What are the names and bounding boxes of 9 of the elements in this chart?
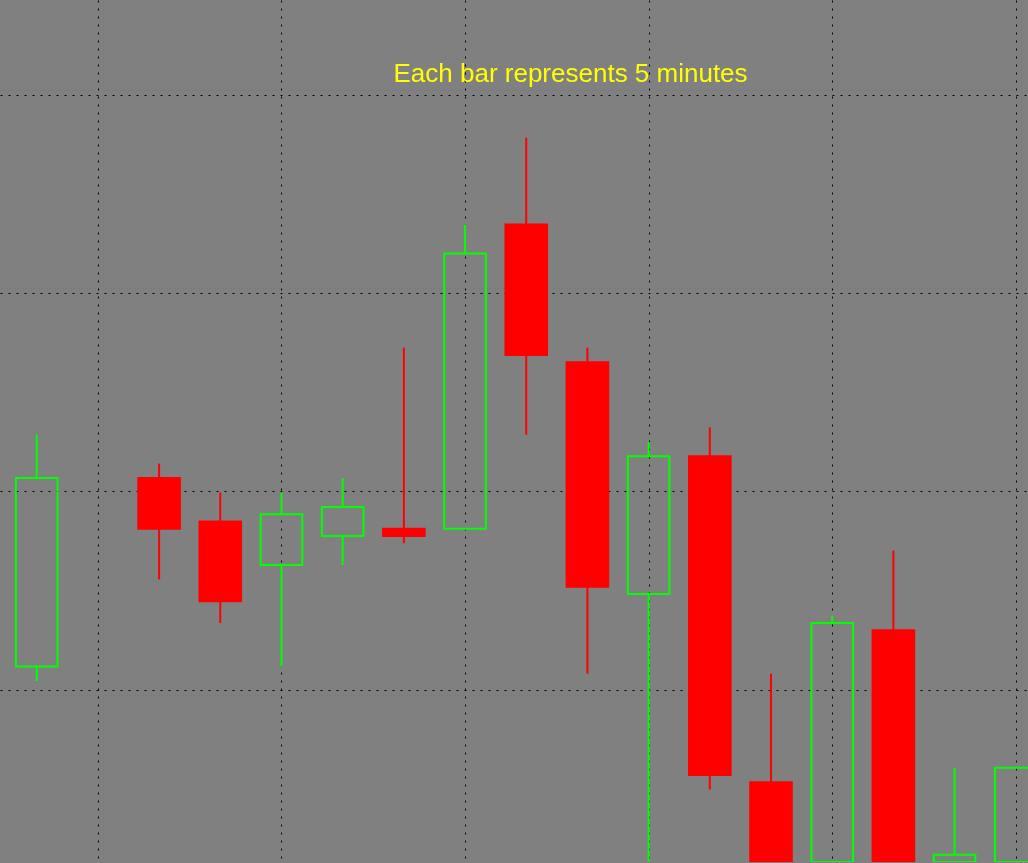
candlestick (137, 462, 181, 581)
candlestick (14, 433, 59, 682)
candlestick (688, 426, 732, 791)
candlestick (320, 477, 365, 567)
candlestick (504, 136, 549, 436)
text: Each bar represents 5 minutes (393, 58, 748, 88)
candlestick (198, 491, 243, 624)
candlestick (565, 346, 610, 675)
candlestick (259, 491, 304, 668)
